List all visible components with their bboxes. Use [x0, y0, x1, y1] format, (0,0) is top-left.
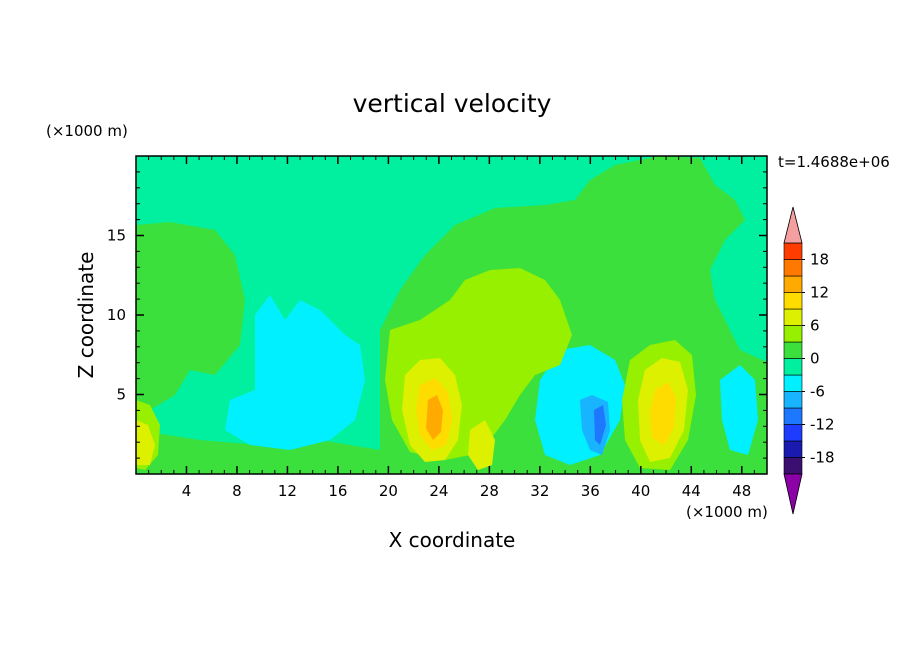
- colorbar-tick-label: 12: [810, 284, 829, 302]
- x-tick-label: 32: [530, 482, 549, 500]
- x-tick-label: 28: [480, 482, 499, 500]
- band-strong-up-4: [136, 420, 155, 465]
- y-unit-label: (×1000 m): [46, 122, 128, 140]
- x-tick-label: 36: [581, 482, 600, 500]
- chart-title: vertical velocity: [353, 89, 552, 118]
- x-tick-label: 40: [631, 482, 650, 500]
- colorbar-band: [783, 407, 803, 425]
- band-core-up-2: [650, 382, 676, 445]
- contour-field: [136, 156, 767, 474]
- colorbar-over-arrow: [783, 206, 803, 244]
- band-weak-up-left: [136, 222, 245, 410]
- x-tick-label: 48: [732, 482, 751, 500]
- x-tick-label: 20: [379, 482, 398, 500]
- y-tick-label: 15: [107, 227, 126, 245]
- band-weak-down-1: [225, 295, 365, 450]
- band-weak-up-low: [136, 430, 400, 474]
- colorbar-under-arrow: [783, 473, 803, 515]
- colorbar-tick-label: 0: [810, 350, 820, 368]
- x-axis-label: X coordinate: [389, 528, 516, 552]
- x-unit-label: (×1000 m): [686, 503, 768, 521]
- colorbar-tick-label: -18: [810, 449, 835, 467]
- colorbar-band: [783, 325, 803, 343]
- band-peak-up: [426, 395, 443, 440]
- colorbar-tick-label: -6: [810, 383, 825, 401]
- x-tick-label: 16: [328, 482, 347, 500]
- colorbar-tick-label: -12: [810, 416, 835, 434]
- x-tick-label: 8: [232, 482, 242, 500]
- band-strong-up-3: [468, 420, 495, 470]
- x-axis: 4 8 12 16 20 24 28 32 36 40 44 48: [148, 156, 755, 500]
- colorbar-tick-label: 18: [810, 251, 829, 269]
- colorbar-band: [783, 391, 803, 409]
- colorbar-band: [783, 440, 803, 458]
- colorbar-band: [783, 275, 803, 293]
- x-tick-label: 44: [682, 482, 701, 500]
- colorbar-band: [783, 374, 803, 392]
- colorbar-tick-label: 6: [810, 317, 820, 335]
- time-label: t=1.4688e+06: [778, 153, 890, 171]
- y-axis: 5 10 15: [107, 171, 767, 459]
- colorbar-band: [783, 341, 803, 359]
- y-axis-label: Z coordinate: [74, 252, 98, 379]
- band-weak-down-3: [720, 365, 758, 455]
- x-tick-label: 4: [182, 482, 192, 500]
- x-tick-label: 24: [429, 482, 448, 500]
- x-tick-label: 12: [278, 482, 297, 500]
- colorbar-band: [783, 292, 803, 310]
- colorbar-band: [783, 358, 803, 376]
- colorbar-band: [783, 259, 803, 277]
- colorbar-band: [783, 457, 803, 475]
- y-tick-label: 5: [116, 386, 126, 404]
- colorbar-band: [783, 242, 803, 260]
- y-tick-label: 10: [107, 306, 126, 324]
- colorbar-band: [783, 424, 803, 442]
- colorbar: 18 12 6 0 -6 -12 -18: [783, 206, 835, 515]
- band-peak-down: [594, 405, 606, 445]
- colorbar-band: [783, 308, 803, 326]
